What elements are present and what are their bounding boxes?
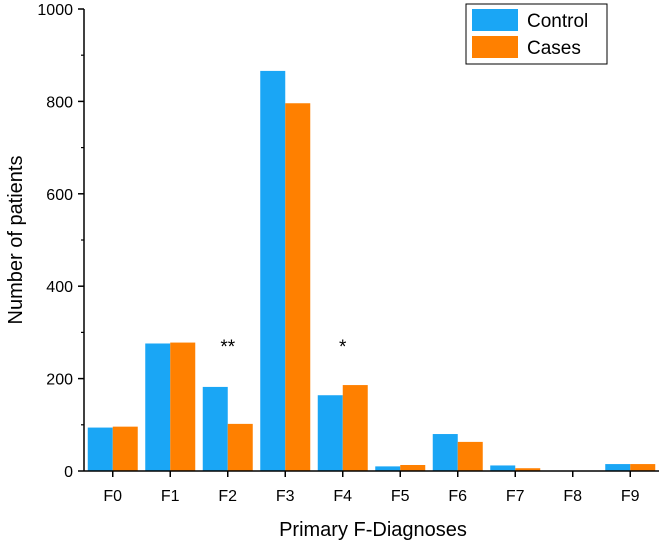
bar-cases-f5	[400, 464, 426, 471]
x-tick-label: F9	[621, 488, 640, 505]
x-tick-label: F3	[276, 488, 295, 505]
bar-control-f2	[202, 386, 228, 471]
significance-annotation: *	[339, 337, 347, 358]
y-tick-label: 400	[46, 279, 73, 296]
bar-cases-f9	[630, 464, 656, 471]
bar-control-f6	[432, 434, 458, 471]
axes-layer: 0 200 400 600 800 1000 F0 F1 F2 F3 F4 F5 F6 F7 F8 F9	[37, 2, 659, 505]
bar-control-f0	[87, 427, 113, 471]
bar-cases-f6	[457, 441, 483, 471]
bar-cases-f7	[515, 468, 541, 471]
x-tick-label: F6	[448, 488, 467, 505]
legend-swatch-control	[472, 9, 518, 31]
y-axis-title: Number of patients	[5, 156, 27, 325]
bar-cases-f3	[285, 103, 311, 472]
y-tick-label: 1000	[37, 2, 73, 19]
bar-control-f1	[145, 343, 171, 471]
bar-control-f9	[605, 464, 631, 471]
x-tick-label: F4	[333, 488, 352, 505]
bar-control-f3	[260, 70, 286, 472]
x-tick-label: F5	[391, 488, 410, 505]
bar-control-f7	[490, 465, 516, 471]
y-tick-label: 800	[46, 94, 73, 111]
legend-label-control: Control	[527, 11, 588, 32]
bar-control-f4	[317, 395, 343, 471]
x-tick-label: F0	[103, 488, 122, 505]
bars-layer	[87, 70, 656, 472]
bar-cases-f1	[170, 342, 196, 471]
bar-cases-f2	[227, 423, 253, 471]
significance-annotation: **	[220, 337, 235, 358]
x-tick-label: F8	[563, 488, 582, 505]
bar-cases-f0	[112, 426, 138, 471]
x-axis-title: Primary F-Diagnoses	[279, 519, 467, 541]
y-tick-label: 200	[46, 372, 73, 389]
y-tick-label: 0	[64, 464, 73, 481]
x-tick-label: F7	[506, 488, 525, 505]
annotations-layer: ** *	[220, 337, 347, 358]
legend-frame	[465, 3, 608, 65]
bar-control-f5	[375, 466, 401, 471]
legend: Control Cases	[465, 3, 608, 65]
legend-swatch-cases	[472, 36, 518, 58]
bar-cases-f4	[342, 385, 368, 471]
x-tick-label: F2	[218, 488, 237, 505]
legend-label-cases: Cases	[527, 38, 581, 59]
x-tick-label: F1	[161, 488, 180, 505]
y-tick-label: 600	[46, 187, 73, 204]
